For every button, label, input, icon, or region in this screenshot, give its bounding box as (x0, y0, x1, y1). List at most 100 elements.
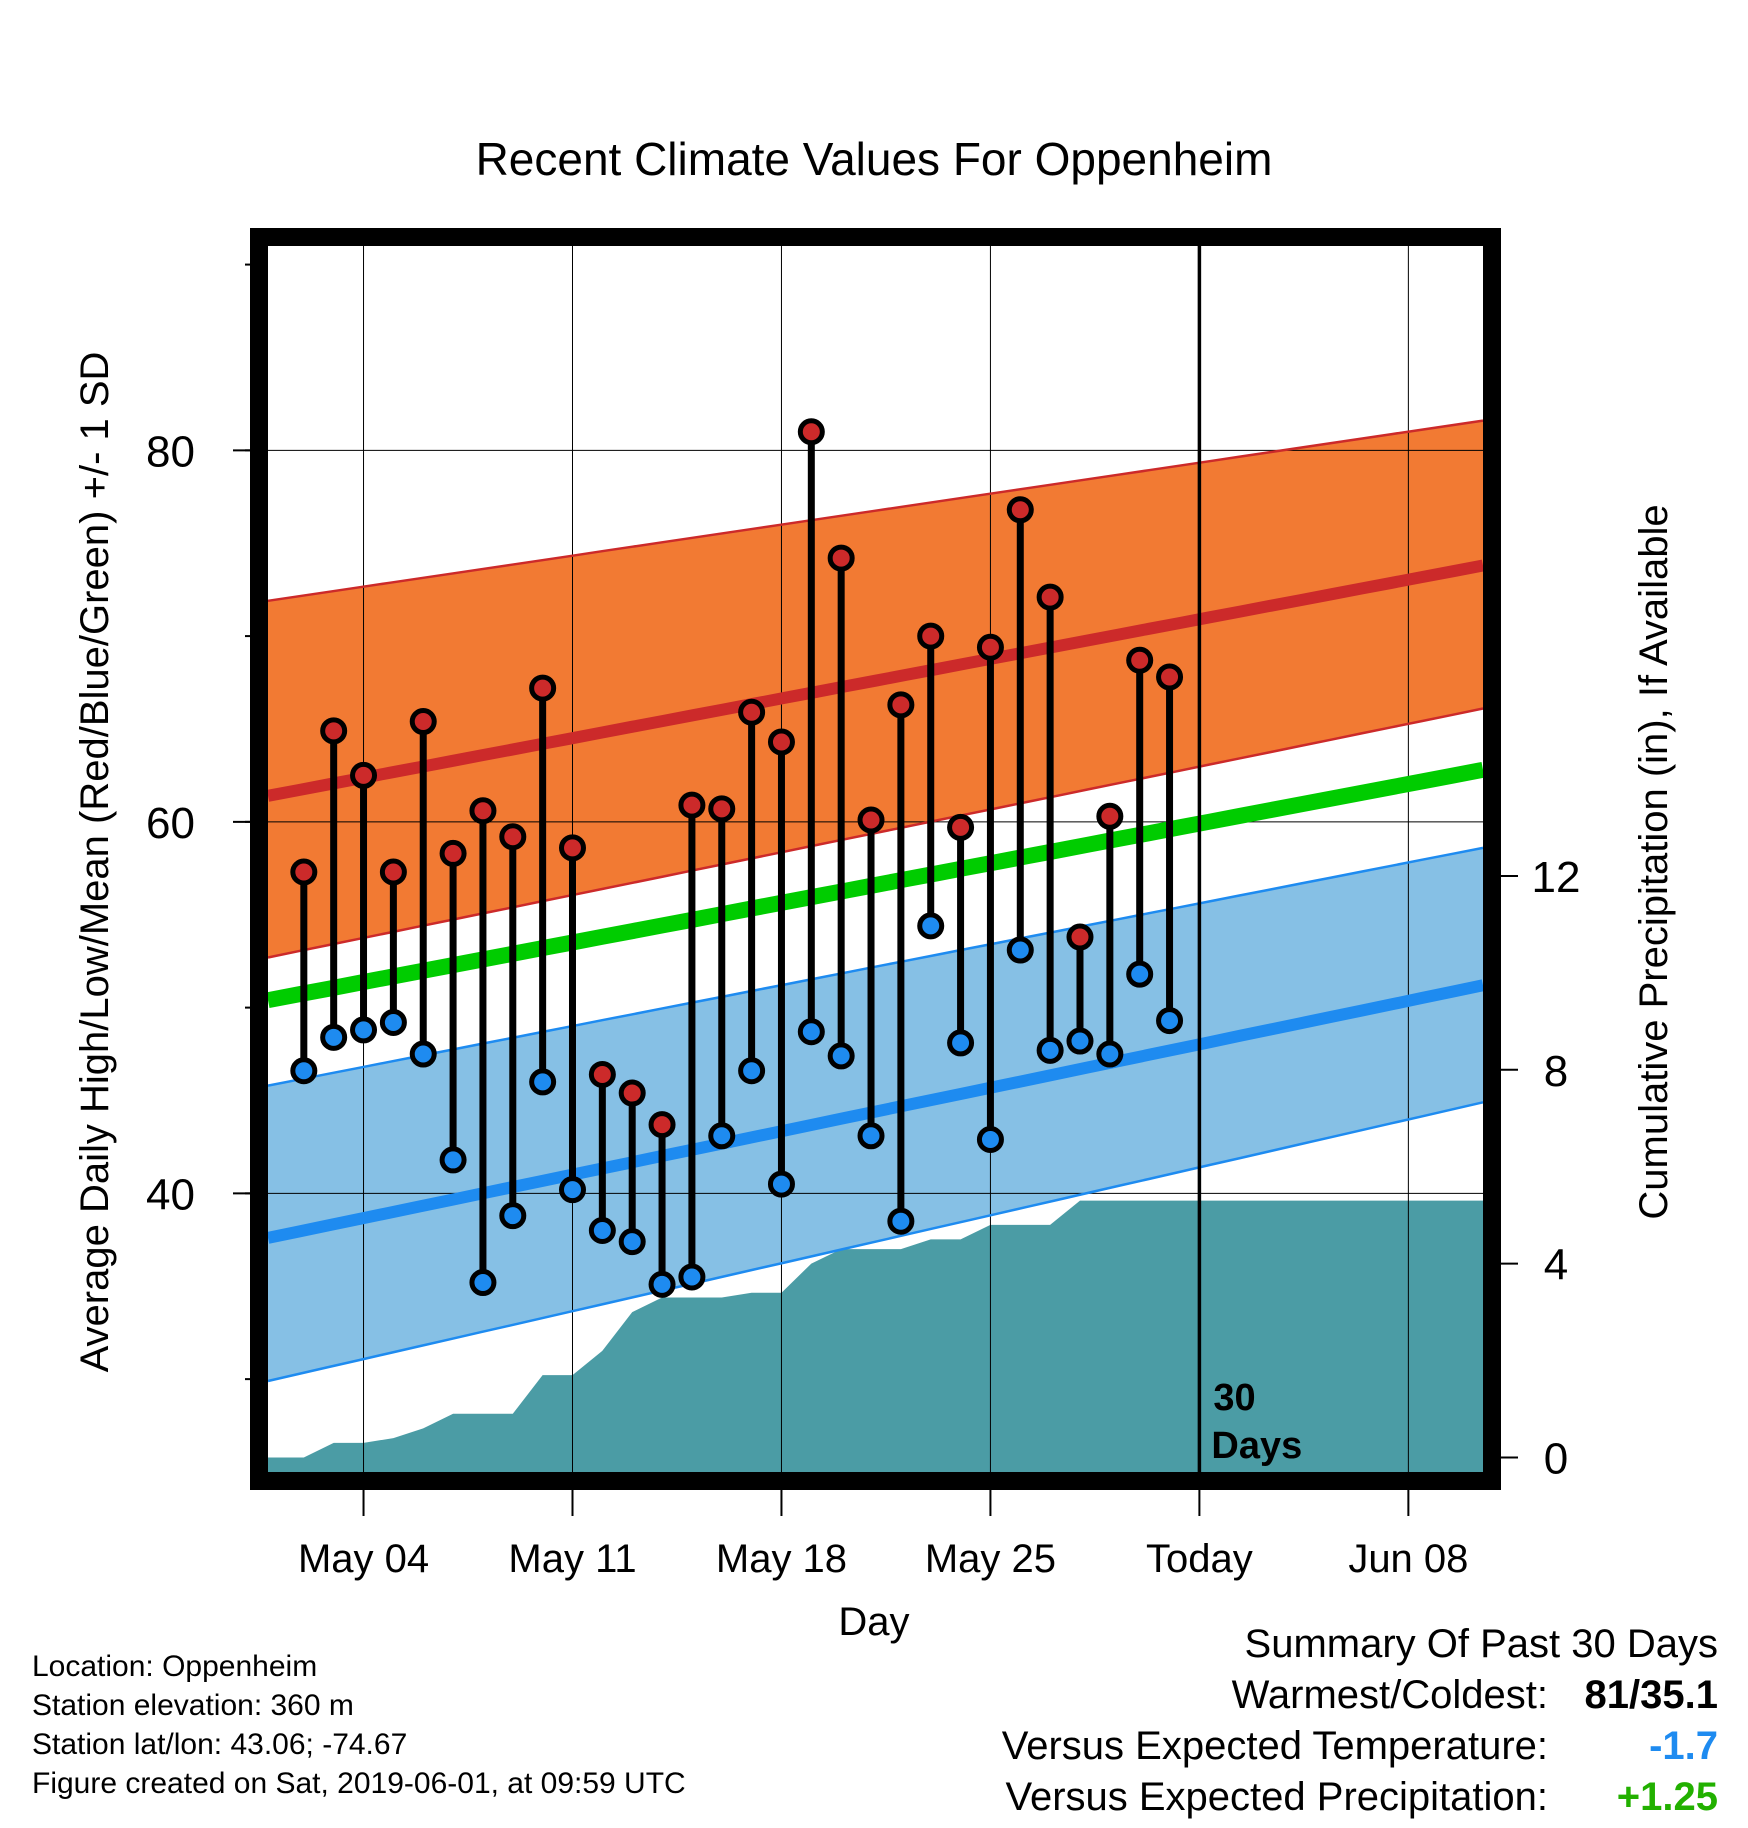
low-point (1036, 1036, 1064, 1064)
x-tick-label: May 18 (716, 1537, 847, 1581)
high-point (588, 1060, 616, 1088)
high-upper-sd-line (267, 419, 1484, 603)
high-point (1156, 663, 1184, 691)
today-marker: 30 Days (1197, 246, 1302, 1472)
low-point (558, 1176, 586, 1204)
high-point (409, 708, 437, 736)
high-point (529, 674, 557, 702)
summary-precip-label: Versus Expected Precipitation: (1005, 1775, 1548, 1819)
normal-mean-line (266, 761, 1485, 1009)
summary-warmest-coldest: Warmest/Coldest: 81/35.1 (1232, 1673, 1718, 1718)
x-tick-label: May 25 (925, 1537, 1056, 1581)
high-point (320, 717, 348, 745)
low-point (767, 1170, 795, 1198)
axes: 40 60 80 0 4 8 12 May 04 May 11 May 18 May 25 Today… (146, 263, 1581, 1581)
y-right-tick-label: 0 (1544, 1434, 1568, 1483)
high-point (1096, 802, 1124, 830)
high-point (917, 622, 945, 650)
y-axis-label-left: Average Daily High/Low/Mean (Red/Blue/Gr… (73, 352, 117, 1373)
low-point (320, 1023, 348, 1051)
high-point (290, 858, 318, 886)
high-point (947, 813, 975, 841)
summary-precipitation: Versus Expected Precipitation: +1.25 (1005, 1775, 1718, 1820)
info-created: Figure created on Sat, 2019-06-01, at 09… (32, 1767, 686, 1800)
low-point (1096, 1040, 1124, 1068)
low-point (350, 1016, 378, 1044)
low-point (1126, 960, 1154, 988)
low-lower-sd-line (267, 1101, 1484, 1383)
high-point (379, 858, 407, 886)
summary-precip-value: +1.25 (1616, 1775, 1718, 1819)
high-point (469, 797, 497, 825)
cumulative-precipitation-area (268, 1200, 1483, 1472)
low-point (439, 1146, 467, 1174)
summary-warmest-coldest-value: 81/35.1 (1584, 1673, 1718, 1717)
low-point (409, 1040, 437, 1068)
low-point (648, 1270, 676, 1298)
high-point (976, 633, 1004, 661)
chart-title: Recent Climate Values For Oppenheim (476, 133, 1273, 185)
summary-temp-value: -1.7 (1649, 1724, 1718, 1768)
low-point (379, 1008, 407, 1036)
low-point (887, 1207, 915, 1235)
y-right-tick-label: 12 (1532, 853, 1581, 902)
today-label-unit: Days (1211, 1425, 1302, 1467)
high-point (558, 834, 586, 862)
summary-title: Summary Of Past 30 Days (1244, 1622, 1718, 1666)
high-point (857, 806, 885, 834)
high-point (1006, 496, 1034, 524)
high-point (738, 698, 766, 726)
high-point (648, 1111, 676, 1139)
high-point (499, 823, 527, 851)
today-label-count: 30 (1213, 1377, 1255, 1419)
low-point (857, 1122, 885, 1150)
low-point (827, 1042, 855, 1070)
high-point (618, 1079, 646, 1107)
low-point (917, 912, 945, 940)
plot-border (250, 228, 1501, 1490)
info-latlon: Station lat/lon: 43.06; -74.67 (32, 1728, 408, 1761)
daily-points (290, 418, 1184, 1298)
summary-temperature: Versus Expected Temperature: -1.7 (1002, 1724, 1718, 1769)
high-point (1066, 923, 1094, 951)
normal-high-line (266, 559, 1485, 802)
low-point (618, 1228, 646, 1256)
x-tick-label: Today (1146, 1537, 1253, 1581)
y-right-tick-label: 8 (1544, 1047, 1568, 1096)
low-point (290, 1057, 318, 1085)
y-left-tick-label: 80 (146, 427, 195, 476)
high-normal-band (268, 420, 1483, 958)
normal-lines (266, 419, 1485, 1383)
info-elevation: Station elevation: 360 m (32, 1689, 354, 1722)
precipitation-area (268, 1200, 1483, 1472)
low-point (976, 1125, 1004, 1153)
low-point (1066, 1027, 1094, 1055)
x-tick-label: May 04 (298, 1537, 429, 1581)
grid-lines (268, 246, 1483, 1472)
plot-frame (250, 228, 1501, 1490)
summary-warmest-coldest-label: Warmest/Coldest: (1231, 1673, 1548, 1717)
normal-low-line (266, 979, 1485, 1244)
low-point (588, 1217, 616, 1245)
high-point (767, 728, 795, 756)
high-point (708, 795, 736, 823)
high-point (797, 418, 825, 446)
x-tick-label: Jun 08 (1348, 1537, 1468, 1581)
low-point (1006, 936, 1034, 964)
high-point (439, 839, 467, 867)
low-point (678, 1263, 706, 1291)
x-axis-label: Day (838, 1600, 909, 1644)
high-point (1036, 583, 1064, 611)
x-tick-label: May 11 (508, 1537, 636, 1581)
summary-temp-label: Versus Expected Temperature: (1001, 1724, 1548, 1768)
y-right-tick-label: 4 (1544, 1241, 1568, 1290)
low-point (797, 1018, 825, 1046)
high-point (678, 791, 706, 819)
y-left-tick-label: 40 (146, 1170, 195, 1219)
low-upper-sd-line (267, 846, 1484, 1087)
low-point (738, 1057, 766, 1085)
y-left-tick-label: 60 (146, 799, 195, 848)
high-lower-sd-line (267, 707, 1484, 959)
high-point (827, 544, 855, 572)
